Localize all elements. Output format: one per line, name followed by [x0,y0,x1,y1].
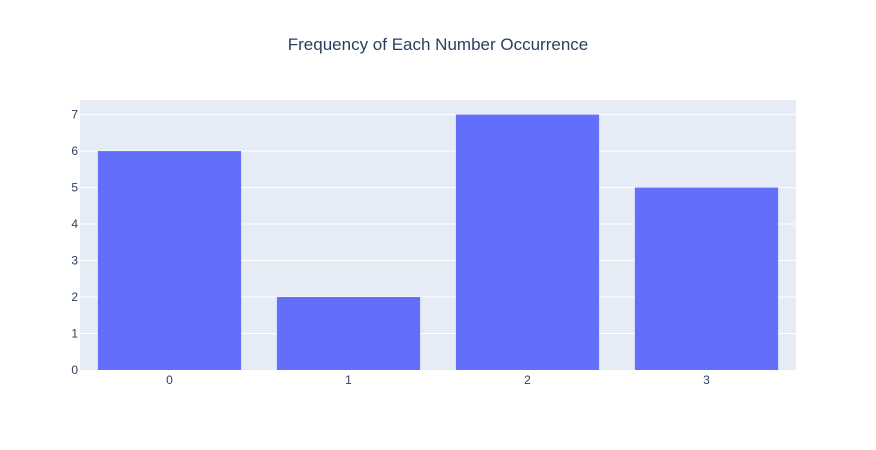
x-tick-label: 3 [703,373,710,387]
bar-2[interactable] [455,114,600,370]
bars [97,114,779,370]
x-tick-label: 0 [166,373,173,387]
bar-3[interactable] [634,187,779,370]
x-tick-label: 2 [524,373,531,387]
y-tick-label: 5 [71,181,78,195]
y-tick-label: 7 [71,108,78,122]
y-tick-label: 3 [71,254,78,268]
y-tick-label: 6 [71,144,78,158]
y-tick-label: 4 [71,217,78,231]
bar-1[interactable] [276,297,421,370]
x-tick-label: 1 [345,373,352,387]
bar-0[interactable] [97,151,242,370]
y-axis-tick-labels: 0 1 2 3 4 5 6 7 [71,108,78,377]
y-tick-label: 2 [71,290,78,304]
chart-title: Frequency of Each Number Occurrence [288,35,588,54]
y-tick-label: 0 [71,363,78,377]
y-tick-label: 1 [71,327,78,341]
x-axis-tick-labels: 0 1 2 3 [166,373,710,387]
